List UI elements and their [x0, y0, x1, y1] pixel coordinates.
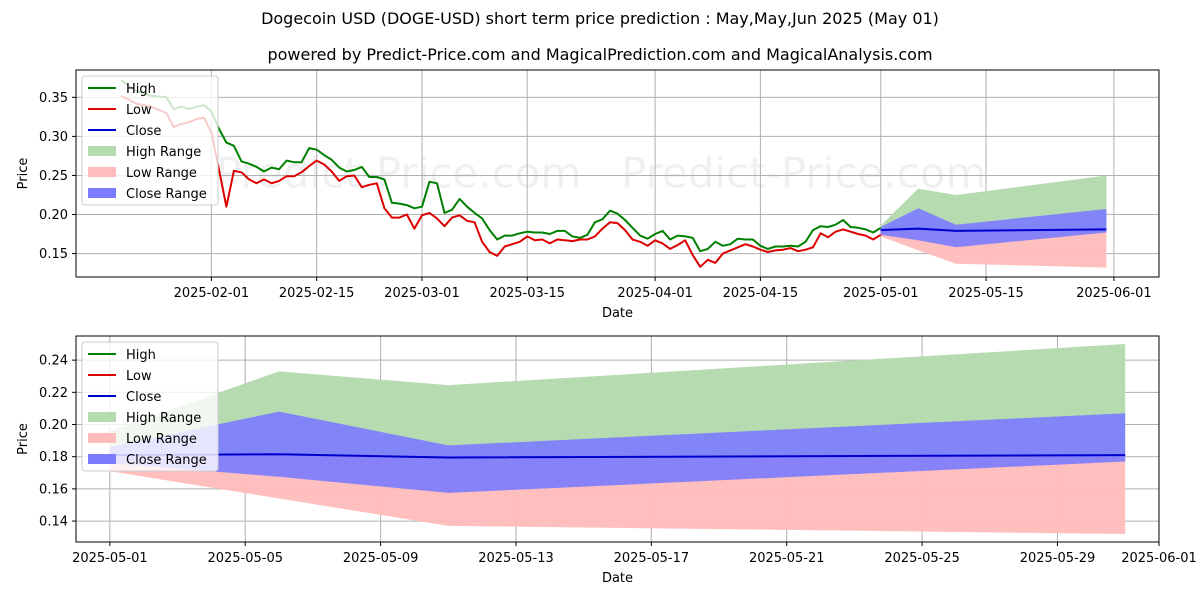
y-tick-label: 0.30: [39, 130, 68, 145]
chart-subtitle: powered by Predict-Price.com and Magical…: [267, 45, 933, 64]
legend-label: High Range: [126, 145, 201, 160]
plot-frame: [75, 69, 1160, 278]
legend-swatch-patch: [88, 167, 116, 177]
y-tick-label: 0.24: [39, 354, 68, 369]
legend-label: Close Range: [126, 187, 207, 202]
legend-swatch-patch: [88, 412, 116, 422]
y-tick-label: 0.35: [39, 91, 68, 106]
plot-panel-2: Predict-Price.comPredict-Price.com2025-0…: [16, 335, 1197, 586]
watermark-text: Predict-Price.com: [621, 149, 986, 198]
legend-label: Low Range: [126, 166, 197, 181]
y-tick-label: 0.14: [39, 515, 68, 530]
y-tick-label: 0.22: [39, 386, 68, 401]
y-tick-label: 0.20: [39, 418, 68, 433]
plot-frame: [75, 335, 1160, 543]
y-tick-label: 0.20: [39, 208, 68, 223]
legend: High Low Close High Range Low Range Close Ran…: [81, 75, 219, 206]
x-axis-label: Date: [602, 306, 633, 321]
legend-swatch-patch: [88, 146, 116, 156]
high-price-line: [120, 79, 882, 253]
legend-label: Close Range: [126, 453, 207, 468]
legend-swatch-patch: [88, 454, 116, 464]
x-tick-label: 2025-02-15: [279, 286, 355, 301]
x-tick-label: 2025-05-05: [207, 551, 283, 566]
x-tick-label: 2025-03-15: [489, 286, 565, 301]
legend-label: High: [126, 82, 156, 97]
plot-panel-1: Predict-Price.com Predict-Price.com 2025-0…: [16, 69, 1160, 321]
x-tick-label: 2025-05-25: [884, 551, 960, 566]
legend-label: High: [126, 348, 156, 363]
watermark-text: Predict-Price.com: [216, 149, 581, 198]
x-axis-label: Date: [602, 571, 633, 586]
x-tick-label: 2025-05-01: [843, 286, 919, 301]
x-tick-label: 2025-05-29: [1020, 551, 1096, 566]
legend-swatch-patch: [88, 188, 116, 198]
legend-label: Close: [126, 124, 161, 139]
x-tick-label: 2025-05-01: [72, 551, 148, 566]
x-tick-label: 2025-05-09: [343, 551, 419, 566]
legend: High Low Close High Range Low Range Close Ran…: [81, 341, 219, 472]
chart-title: Dogecoin USD (DOGE-USD) short term price…: [261, 9, 939, 28]
x-tick-label: 2025-05-13: [478, 551, 554, 566]
legend-label: Low Range: [126, 432, 197, 447]
close-range-band: [880, 208, 1107, 248]
legend-swatch-patch: [88, 433, 116, 443]
x-tick-label: 2025-06-01: [1076, 286, 1152, 301]
close-range-band: [109, 411, 1126, 493]
x-tick-label: 2025-02-01: [174, 286, 250, 301]
x-tick-label: 2025-04-01: [617, 286, 693, 301]
legend-label: Low: [126, 103, 152, 118]
y-axis-label: Price: [16, 423, 31, 455]
legend-label: Close: [126, 390, 161, 405]
y-tick-label: 0.18: [39, 450, 68, 465]
legend-label: High Range: [126, 411, 201, 426]
low-price-line: [120, 94, 882, 268]
y-tick-label: 0.25: [39, 169, 68, 184]
x-tick-label: 2025-06-01: [1121, 551, 1197, 566]
x-tick-label: 2025-04-15: [723, 286, 799, 301]
legend-label: Low: [126, 369, 152, 384]
y-axis-label: Price: [16, 158, 31, 190]
y-tick-label: 0.15: [39, 247, 68, 262]
x-tick-label: 2025-03-01: [384, 286, 460, 301]
y-tick-label: 0.16: [39, 482, 68, 497]
close-price-line: [880, 227, 1107, 232]
x-tick-label: 2025-05-15: [948, 286, 1024, 301]
x-tick-label: 2025-05-21: [749, 551, 825, 566]
x-tick-label: 2025-05-17: [614, 551, 690, 566]
